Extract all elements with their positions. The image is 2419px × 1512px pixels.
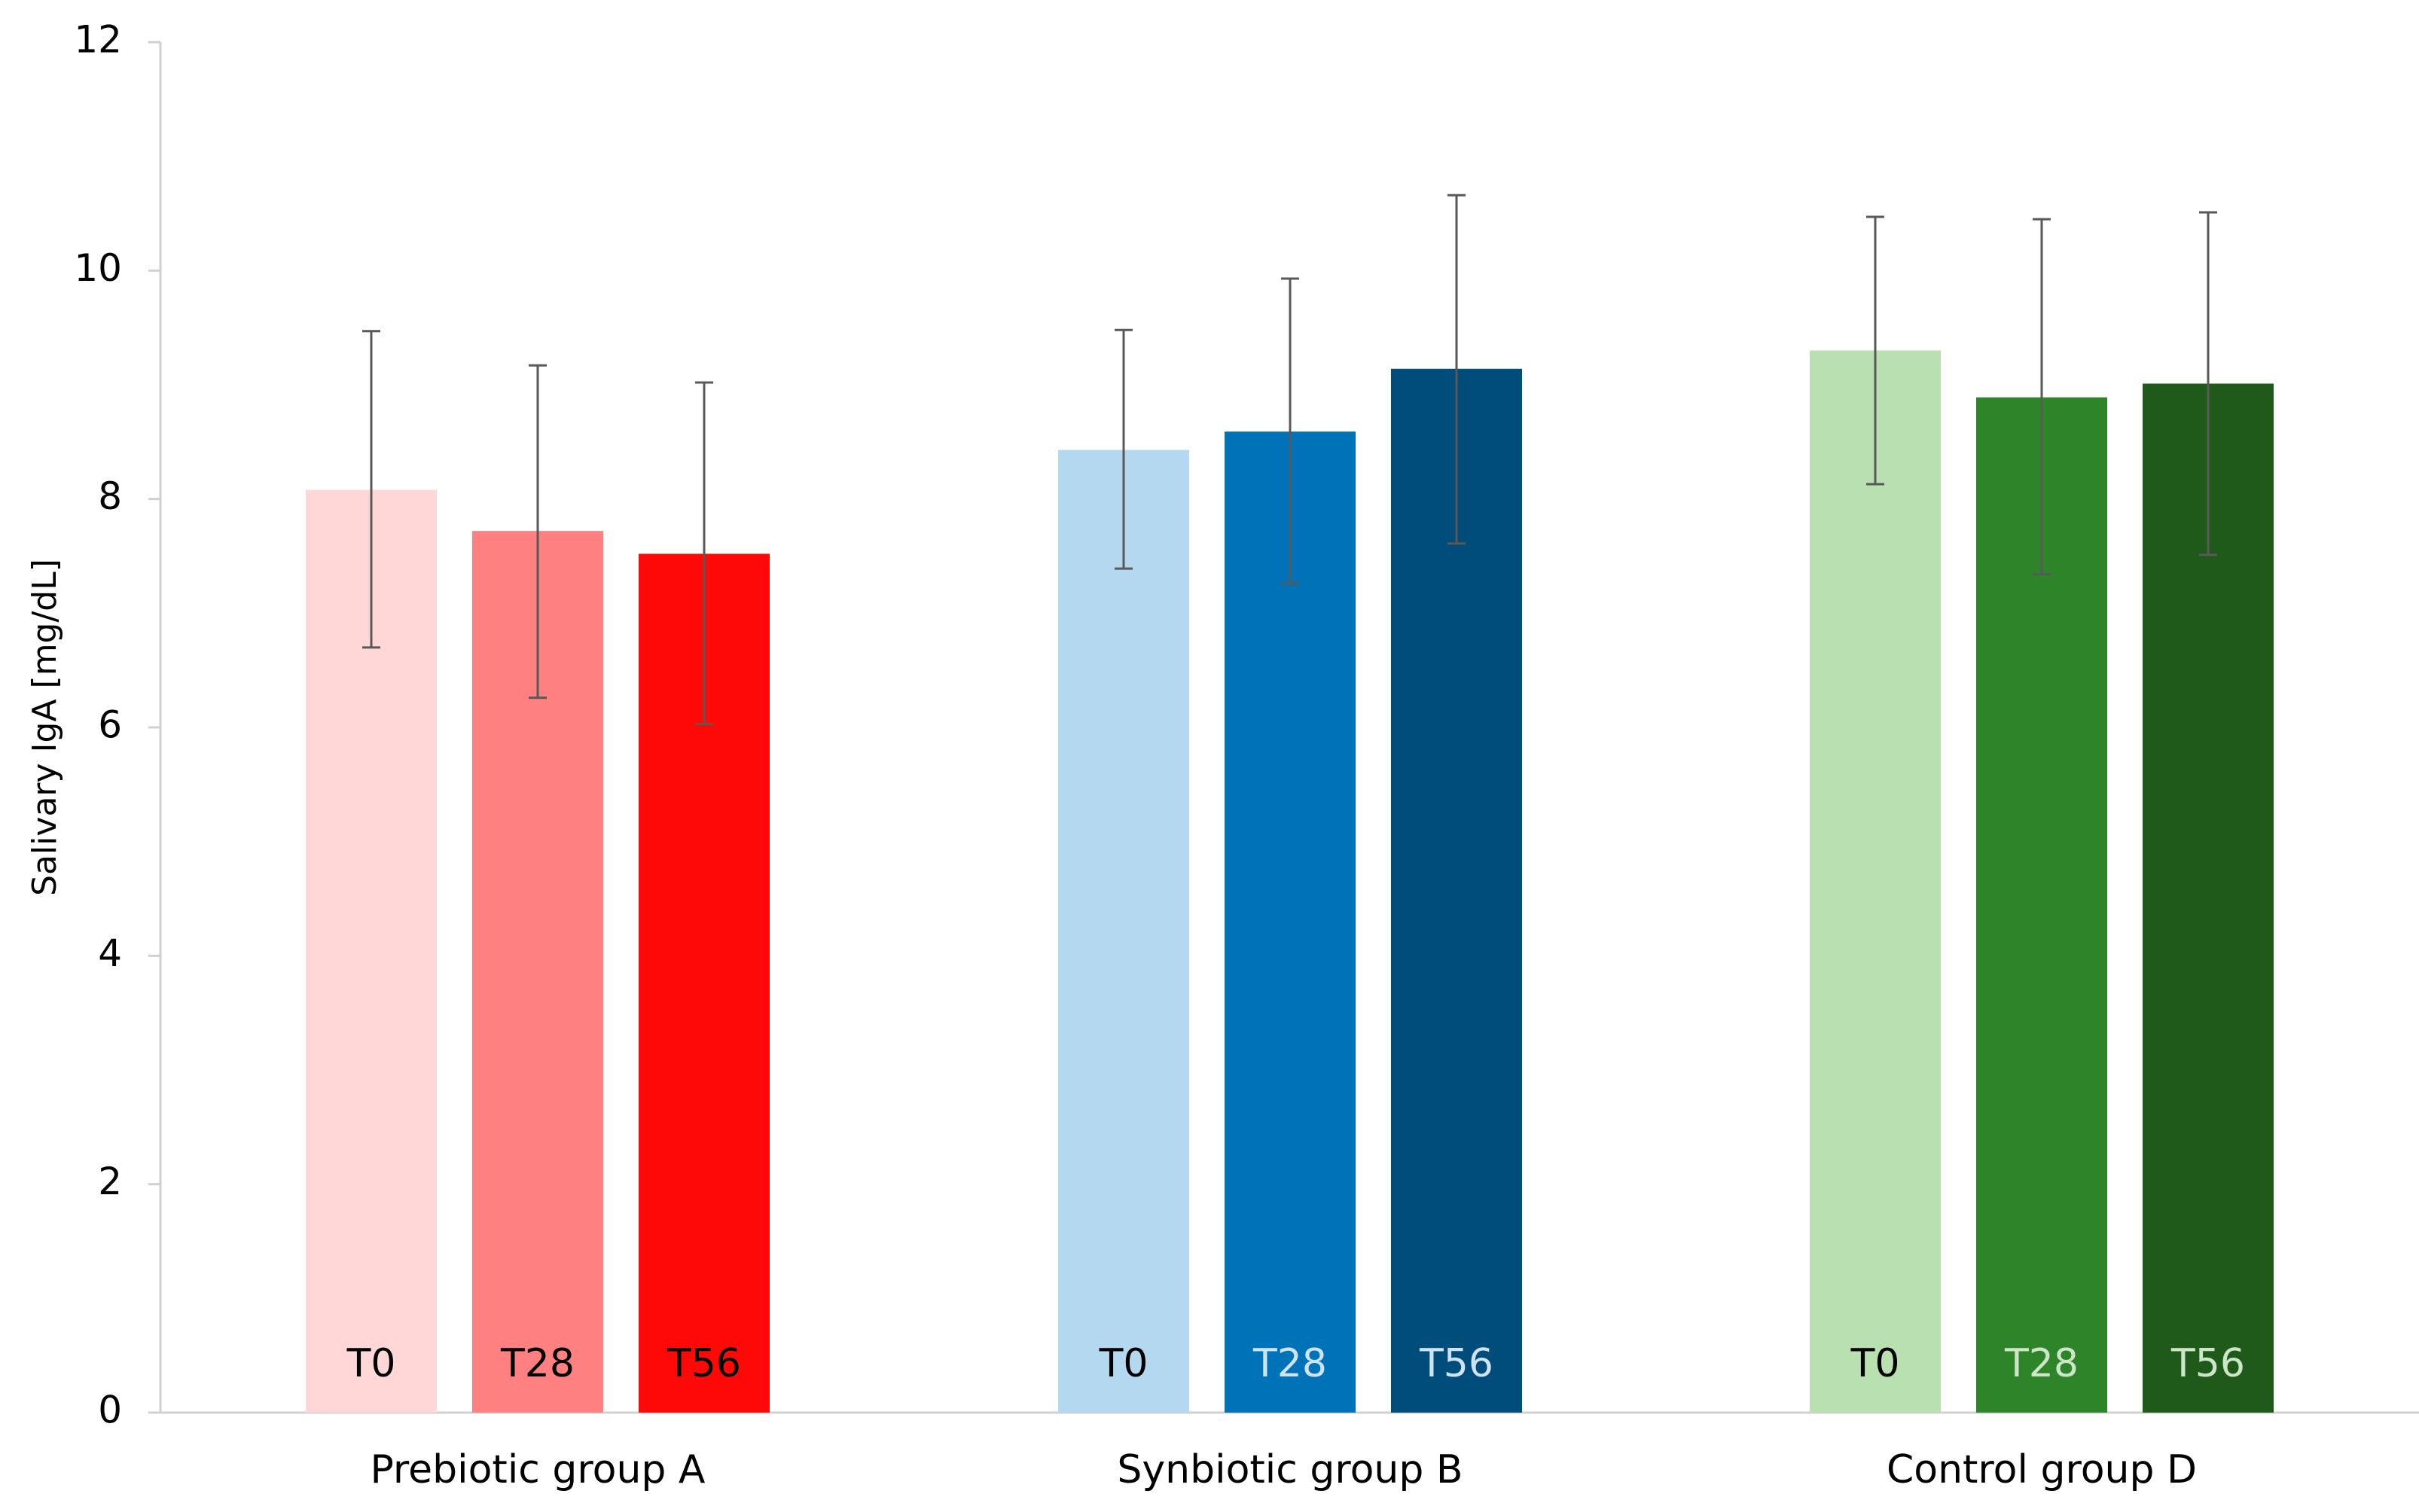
category-label: Prebiotic group A xyxy=(370,1447,705,1492)
y-axis-title: Salivary IgA [mg/dL] xyxy=(26,559,64,896)
y-tick-label: 8 xyxy=(98,474,122,518)
bar-label: T0 xyxy=(1099,1341,1148,1386)
y-tick-label: 4 xyxy=(98,931,122,975)
bar-label: T28 xyxy=(1252,1341,1327,1386)
bar xyxy=(1810,350,1941,1413)
category-labels: Prebiotic group A Synbiotic group B Contro… xyxy=(370,1447,2197,1492)
category-label: Control group D xyxy=(1887,1447,2197,1492)
error-bars xyxy=(362,194,2217,725)
bars xyxy=(306,350,2274,1413)
y-ticks: 0 2 4 6 8 10 12 xyxy=(74,18,160,1432)
bar xyxy=(1058,450,1189,1413)
bar-labels: T0 T28 T56 T0 T28 T56 T0 T28 T56 xyxy=(346,1341,2245,1386)
y-tick-label: 6 xyxy=(98,703,122,747)
bar-label: T0 xyxy=(346,1341,396,1386)
y-tick-label: 10 xyxy=(74,246,122,290)
bar-label: T0 xyxy=(1850,1341,1900,1386)
bar-label: T28 xyxy=(500,1341,575,1386)
bar-label: T28 xyxy=(2004,1341,2079,1386)
bar-label: T56 xyxy=(2170,1341,2245,1386)
bar-label: T56 xyxy=(667,1341,741,1386)
category-label: Synbiotic group B xyxy=(1117,1447,1463,1492)
y-tick-label: 2 xyxy=(98,1160,122,1203)
y-tick-label: 12 xyxy=(74,18,122,62)
bar xyxy=(1225,431,1356,1413)
y-tick-label: 0 xyxy=(98,1389,122,1432)
bar-label: T56 xyxy=(1419,1341,1493,1386)
